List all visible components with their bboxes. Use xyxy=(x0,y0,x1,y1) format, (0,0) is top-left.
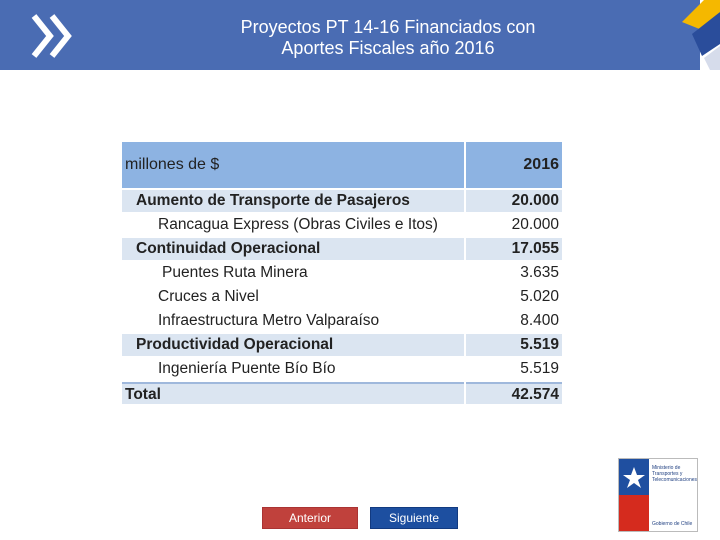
header-bar: Proyectos PT 14-16 Financiados con Aport… xyxy=(0,0,700,70)
value-cell: 2016 xyxy=(466,142,562,188)
logo-line: Telecomunicaciones xyxy=(652,477,698,483)
logo-line: Ministerio de xyxy=(652,465,681,471)
label-cell: millones de $ xyxy=(122,142,464,188)
logo: Ministerio de Transportes y Telecomunica… xyxy=(618,458,698,532)
table-row: Continuidad Operacional 17.055 xyxy=(122,238,562,260)
value-cell: 17.055 xyxy=(466,238,562,260)
table-row: Total 42.574 xyxy=(122,382,562,404)
value-cell: 20.000 xyxy=(466,190,562,212)
table-row: Aumento de Transporte de Pasajeros 20.000 xyxy=(122,190,562,212)
header-row: millones de $2016 xyxy=(122,142,562,188)
previous-button[interactable]: Anterior xyxy=(262,507,358,529)
label-cell: Total xyxy=(122,382,464,404)
table-row: Cruces a Nivel 5.020 xyxy=(122,286,562,308)
value-cell: 20.000 xyxy=(511,216,559,233)
table-row: Ingeniería Puente Bío Bío 5.519 xyxy=(122,358,562,380)
label-cell: Aumento de Transporte de Pasajeros xyxy=(122,190,464,212)
table-row: Productividad Operacional 5.519 xyxy=(122,334,562,356)
slide-title: Proyectos PT 14-16 Financiados con Aport… xyxy=(168,17,608,59)
title-line: Proyectos PT 14-16 Financiados con xyxy=(240,17,536,37)
label-cell: Rancagua Express (Obras Civiles e Itos) xyxy=(158,216,438,233)
chevron-icon xyxy=(31,14,72,58)
table-row: Rancagua Express (Obras Civiles e Itos) 2… xyxy=(122,214,562,236)
label-cell: Puentes Ruta Minera xyxy=(162,264,308,281)
value-cell: 42.574 xyxy=(466,382,562,404)
label-cell: Cruces a Nivel xyxy=(158,288,259,305)
label-cell: Ingeniería Puente Bío Bío xyxy=(158,360,336,377)
label-cell: Infraestructura Metro Valparaíso xyxy=(158,312,380,329)
table-row: Infraestructura Metro Valparaíso 8.400 xyxy=(122,310,562,332)
value-cell: 5.519 xyxy=(520,360,559,377)
logo-flag xyxy=(619,459,649,531)
corner-decoration xyxy=(682,0,720,70)
label-cell: Productividad Operacional xyxy=(122,334,464,356)
next-button[interactable]: Siguiente xyxy=(370,507,458,529)
logo-text: Ministerio de Transportes y Telecomunica… xyxy=(652,465,697,483)
logo-footer: Gobierno de Chile xyxy=(652,521,693,527)
value-cell: 3.635 xyxy=(520,264,559,281)
label-cell: Continuidad Operacional xyxy=(122,238,464,260)
table-row: Puentes Ruta Minera 3.635 xyxy=(122,262,562,284)
value-cell: 5.020 xyxy=(520,288,559,305)
value-cell: 8.400 xyxy=(520,312,559,329)
title-line: Aportes Fiscales año 2016 xyxy=(281,38,495,58)
logo-line: Transportes y xyxy=(652,471,683,477)
value-cell: 5.519 xyxy=(466,334,562,356)
